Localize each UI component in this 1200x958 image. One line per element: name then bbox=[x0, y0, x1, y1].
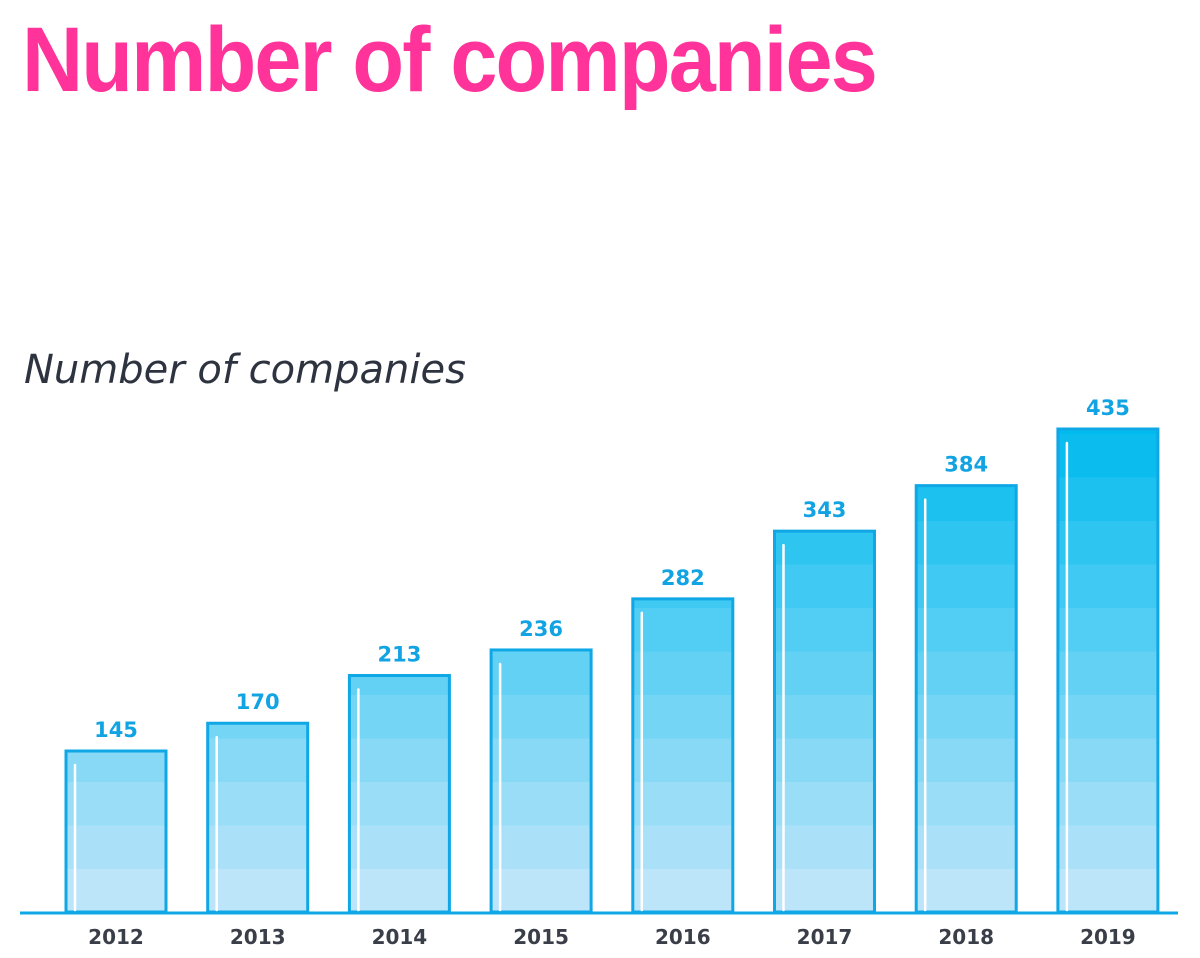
tick-label-2012: 2012 bbox=[88, 925, 144, 949]
tick-label-2014: 2014 bbox=[372, 925, 428, 949]
bar-fill bbox=[916, 485, 1017, 912]
value-label-2013: 170 bbox=[236, 690, 280, 714]
bar-2018 bbox=[914, 484, 1018, 914]
tick-label-2013: 2013 bbox=[230, 925, 286, 949]
page-title: Number of companies bbox=[22, 9, 878, 111]
chart-title: Number of companies bbox=[24, 347, 466, 393]
value-label-2017: 343 bbox=[803, 498, 847, 522]
value-label-2014: 213 bbox=[377, 642, 421, 666]
value-label-2019: 435 bbox=[1086, 396, 1130, 420]
value-label-2018: 384 bbox=[944, 453, 988, 477]
bar-2019 bbox=[1056, 427, 1160, 914]
value-label-2015: 236 bbox=[519, 617, 563, 641]
tick-label-2016: 2016 bbox=[655, 925, 711, 949]
bar-fill bbox=[207, 723, 308, 913]
tick-label-2019: 2019 bbox=[1080, 925, 1136, 949]
bar-2013 bbox=[206, 721, 310, 914]
value-label-2016: 282 bbox=[661, 566, 705, 590]
bar-fill bbox=[491, 649, 592, 912]
bar-2016 bbox=[631, 597, 735, 914]
bar-fill bbox=[774, 531, 875, 912]
bar-2017 bbox=[773, 529, 876, 914]
bar-fill bbox=[66, 751, 166, 912]
bar-fill bbox=[1057, 429, 1158, 912]
bar-2012 bbox=[64, 749, 168, 914]
tick-label-2015: 2015 bbox=[513, 925, 569, 949]
tick-label-2018: 2018 bbox=[938, 925, 994, 949]
bar-fill bbox=[632, 598, 733, 912]
tick-label-2017: 2017 bbox=[797, 925, 853, 949]
value-label-2012: 145 bbox=[94, 718, 138, 742]
bar-2015 bbox=[489, 648, 593, 914]
bar-fill bbox=[349, 675, 450, 913]
bar-2014 bbox=[347, 673, 451, 914]
